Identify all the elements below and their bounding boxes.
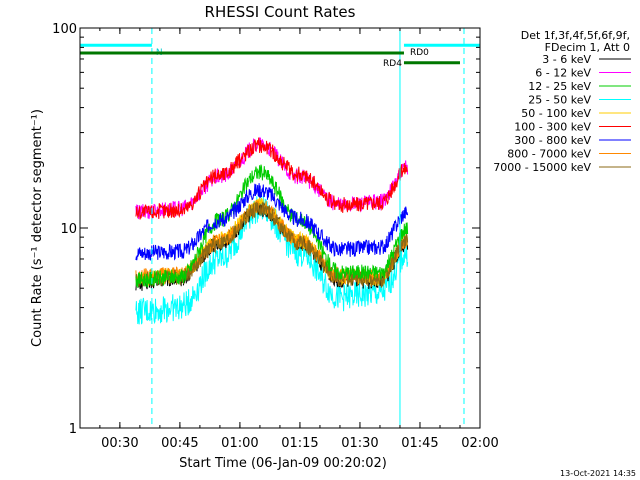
x-tick-label: 01:15 [281, 436, 318, 451]
y-tick-label: 100 [52, 22, 77, 37]
legend-entry: 300 - 800 keV [514, 134, 591, 147]
x-tick-label: 01:00 [221, 436, 258, 451]
y-tick-label: 1 [69, 422, 77, 437]
legend-entry: 6 - 12 keV [535, 67, 591, 80]
x-tick-label: 01:45 [401, 436, 438, 451]
x-tick-label: 00:45 [161, 436, 198, 451]
x-tick-label: 01:30 [341, 436, 378, 451]
legend-header: Det 1f,3f,4f,5f,6f,9f, [521, 29, 630, 42]
x-axis: 00:30 00:45 01:00 01:15 01:30 01:45 02:00 [99, 28, 499, 451]
legend-entry: 7000 - 15000 keV [493, 161, 591, 174]
legend-header: FDecim 1, Att 0 [545, 41, 630, 54]
series-line-300-800-keV [135, 183, 409, 261]
annotation-label: RD4 [383, 59, 402, 69]
legend-entry: 12 - 25 keV [528, 80, 591, 93]
y-tick-label: 10 [60, 222, 77, 237]
x-tick-label: 02:00 [461, 436, 498, 451]
legend: Det 1f,3f,4f,5f,6f,9f,FDecim 1, Att 03 -… [493, 29, 631, 174]
series-layer [135, 136, 409, 325]
series-line-100-300-keV [135, 137, 409, 220]
legend-entry: 100 - 300 keV [514, 121, 591, 134]
generation-timestamp: 13-Oct-2021 14:35 [560, 469, 636, 478]
legend-entry: 25 - 50 keV [528, 94, 591, 107]
legend-entry: 50 - 100 keV [521, 107, 591, 120]
annotation-layer: NRD0RD4 [80, 43, 480, 69]
chart-title: RHESSI Count Rates [205, 3, 356, 21]
legend-entry: 3 - 6 keV [542, 53, 591, 66]
annotation-label: RD0 [410, 48, 429, 58]
x-axis-label: Start Time (06-Jan-09 00:20:02) [179, 456, 387, 471]
y-axis-label: Count Rate (s⁻¹ detector segment⁻¹) [30, 109, 45, 347]
series-line-12-25-keV [135, 164, 409, 288]
y-axis: 1 10 100 [52, 22, 480, 437]
x-tick-label: 00:30 [101, 436, 138, 451]
series-line-25-50-keV [135, 195, 409, 325]
legend-entry: 800 - 7000 keV [507, 148, 591, 161]
